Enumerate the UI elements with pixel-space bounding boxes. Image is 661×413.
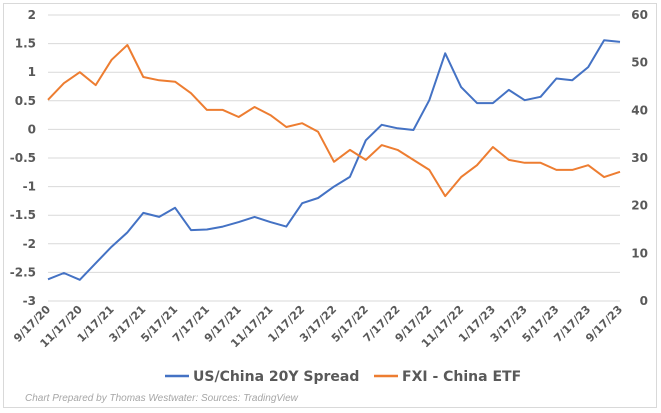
right-tick-label: 60 <box>631 8 648 22</box>
series-line-spread <box>47 39 621 281</box>
left-tick-label: -1 <box>23 180 36 194</box>
left-tick-label: 0 <box>28 122 36 136</box>
left-tick-label: -1.5 <box>10 208 36 222</box>
left-tick-label: -3 <box>23 294 36 308</box>
left-tick-label: 1.5 <box>15 37 36 51</box>
legend-label-fxi: FXI - China ETF <box>402 369 521 385</box>
right-tick-label: 30 <box>631 151 648 165</box>
left-tick-label: 2 <box>28 8 36 22</box>
legend-label-spread: US/China 20Y Spread <box>193 369 359 385</box>
chart-credit: Chart Prepared by Thomas Westwater: Sour… <box>25 393 299 404</box>
left-tick-label: -2 <box>23 237 36 251</box>
left-axis-ticks: 2 1.5 1 0.5 0 -0.5 -1 -1.5 -2 -2.5 -3 <box>10 8 36 308</box>
right-axis-ticks: 60 50 40 30 20 10 0 <box>631 8 648 308</box>
left-tick-label: 1 <box>28 65 36 79</box>
right-tick-label: 40 <box>631 103 648 117</box>
x-axis-ticks: 9/17/2011/17/201/17/213/17/215/17/217/17… <box>11 303 625 351</box>
series-line-fxi <box>47 44 621 198</box>
right-tick-label: 20 <box>631 199 648 213</box>
left-tick-label: -0.5 <box>10 151 36 165</box>
legend: US/China 20Y Spread FXI - China ETF <box>165 369 521 385</box>
right-tick-label: 10 <box>631 246 648 260</box>
left-tick-label: -2.5 <box>10 265 36 279</box>
right-tick-label: 0 <box>640 294 648 308</box>
right-tick-label: 50 <box>631 56 648 70</box>
series-lines <box>47 39 621 281</box>
chart-frame <box>3 3 657 408</box>
left-tick-label: 0.5 <box>15 94 36 108</box>
